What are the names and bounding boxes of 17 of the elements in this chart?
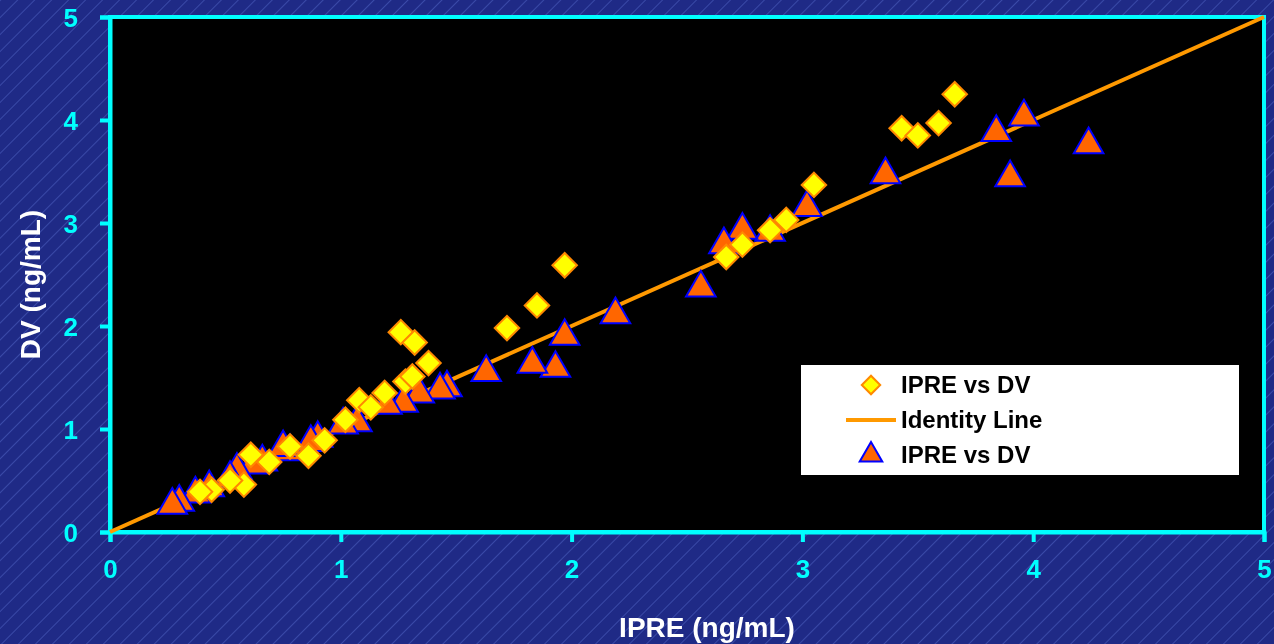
y-tick-label: 4	[63, 105, 79, 136]
x-tick-label: 5	[1257, 554, 1272, 585]
x-tick-label: 3	[795, 554, 811, 585]
x-tick-label: 4	[1026, 554, 1042, 585]
x-tick-label: 1	[334, 554, 349, 585]
y-tick-label: 2	[63, 311, 78, 342]
y-tick-label: 5	[63, 2, 78, 33]
legend-label: IPRE vs DV	[901, 441, 1031, 469]
y-tick-label: 0	[63, 517, 78, 548]
y-tick-label: 1	[63, 414, 78, 445]
y-tick-label: 3	[63, 208, 78, 239]
x-axis-title: IPRE (ng/mL)	[619, 612, 795, 643]
x-tick-label: 2	[564, 554, 580, 585]
y-axis-title: DV (ng/mL)	[15, 209, 46, 360]
legend-label: IPRE vs DV	[901, 371, 1031, 399]
legend-label: Identity Line	[901, 406, 1043, 434]
x-tick-label: 0	[103, 554, 118, 585]
